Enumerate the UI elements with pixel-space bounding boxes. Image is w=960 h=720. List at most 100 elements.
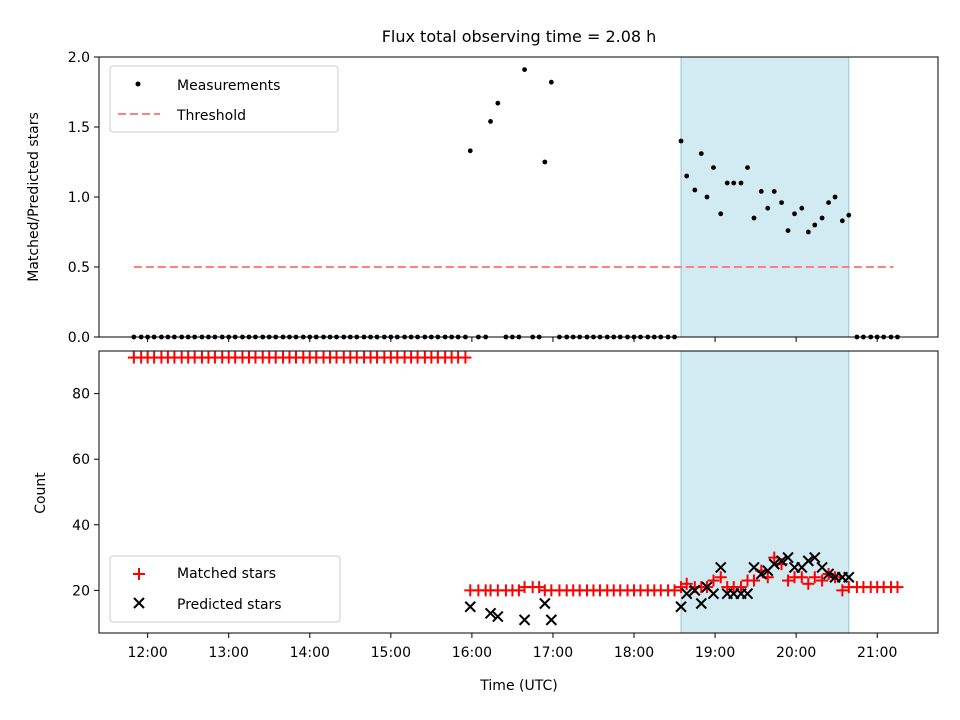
predicted-star-point [675, 601, 687, 613]
x-tick-label: 21:00 [857, 645, 897, 661]
top-x-ticks [147, 337, 878, 342]
top-panel: 0.00.51.01.52.0 Matched/Predicted stars … [26, 50, 939, 346]
matched-star-point [836, 584, 849, 597]
measurement-point [731, 180, 737, 186]
matched-star-point [707, 574, 720, 587]
x-tick-label: 15:00 [371, 645, 411, 661]
measurement-point [799, 205, 805, 211]
measurement-point [495, 100, 501, 106]
legend-measurements-label: Measurements [177, 78, 280, 94]
predicted-star-point [768, 558, 780, 570]
legend-matched-label: Matched stars [177, 566, 276, 582]
legend-matched-marker [133, 568, 145, 580]
top-legend: Measurements Threshold [109, 65, 339, 133]
predicted-stars-points [464, 551, 855, 626]
measurement-point [718, 211, 724, 217]
measurement-point [488, 119, 493, 124]
matched-star-point [802, 577, 815, 590]
bottom-axes-frame [98, 350, 939, 634]
measurement-point [785, 228, 791, 234]
measurement-point [711, 165, 716, 171]
y-tick-label: 0.0 [68, 330, 90, 346]
x-tick-label: 13:00 [209, 645, 249, 661]
measurement-point [724, 180, 730, 186]
legend-measurements-marker [135, 81, 141, 87]
predicted-star-point [707, 587, 720, 600]
bottom-y-ticks: 20 40 60 80 [72, 387, 99, 599]
predicted-star-point [695, 597, 708, 610]
y-tick-label: 20 [72, 583, 90, 599]
measurement-point [678, 138, 684, 144]
matched-star-point [808, 571, 821, 584]
bottom-x-ticks: 12:00 13:00 14:00 15:00 16:00 17:00 18:00 19:00… [127, 633, 897, 661]
y-tick-label: 0.5 [68, 260, 90, 276]
measurement-point [684, 173, 690, 179]
measurement-point [832, 194, 838, 200]
matched-star-point [795, 571, 808, 584]
measurement-point [839, 218, 845, 224]
measurement-point [704, 194, 710, 200]
measurement-point [467, 148, 473, 154]
bottom-legend-box [109, 555, 341, 623]
measurement-point [542, 159, 548, 165]
y-tick-label: 2.0 [68, 50, 90, 66]
x-tick-label: 19:00 [695, 645, 735, 661]
measurement-point [819, 215, 825, 221]
top-legend-box [109, 65, 339, 133]
matched-star-point [816, 574, 829, 587]
y-tick-label: 80 [72, 387, 90, 403]
measurement-point [698, 151, 704, 157]
predicted-star-point [782, 551, 794, 564]
measurement-point [779, 200, 784, 206]
y-tick-label: 40 [72, 518, 90, 534]
matched-star-point [680, 577, 693, 590]
predicted-star-point [715, 561, 727, 574]
predicted-star-point [809, 551, 821, 564]
measurement-point [792, 211, 797, 217]
measurement-point [548, 79, 554, 85]
measurement-point [738, 180, 744, 186]
y-tick-label: 1.0 [68, 190, 90, 206]
matched-star-point [735, 581, 748, 594]
predicted-star-point [755, 568, 767, 580]
y-tick-label: 1.5 [68, 120, 90, 136]
x-tick-label: 16:00 [452, 645, 492, 661]
measurement-point [522, 67, 527, 72]
measurement-point [826, 200, 831, 206]
matched-star-point [747, 574, 760, 587]
x-tick-label: 12:00 [127, 645, 167, 661]
x-tick-label: 14:00 [290, 645, 330, 661]
predicted-star-point [822, 568, 835, 580]
matched-star-point [459, 351, 472, 364]
measurement-point [751, 215, 757, 221]
measurement-point [692, 187, 698, 193]
predicted-star-point [802, 555, 815, 567]
top-ylabel: Matched/Predicted stars [26, 112, 42, 282]
measurement-point [805, 229, 811, 235]
measurement-point [745, 165, 750, 171]
predicted-star-point [545, 614, 558, 626]
x-axis-label: Time (UTC) [479, 678, 557, 694]
y-tick-label: 60 [72, 452, 90, 468]
x-tick-label: 18:00 [614, 645, 654, 661]
matched-star-point [891, 581, 904, 594]
predicted-star-point [689, 584, 701, 597]
top-y-ticks: 0.0 0.5 1.0 1.5 2.0 [68, 50, 99, 346]
legend-predicted-marker [133, 597, 145, 609]
figure-title: Flux total observing time = 2.08 h [382, 27, 657, 46]
predicted-star-point [741, 587, 754, 600]
matched-star-point [668, 584, 681, 597]
legend-threshold-label: Threshold [176, 108, 246, 124]
x-tick-label: 17:00 [533, 645, 573, 661]
x-tick-label: 20:00 [776, 645, 816, 661]
measurement-point [846, 212, 852, 218]
matched-star-point [714, 571, 727, 584]
predicted-star-point [539, 597, 551, 610]
predicted-star-point [775, 555, 788, 567]
measurement-point [758, 189, 764, 194]
legend-predicted-label: Predicted stars [177, 597, 282, 613]
predicted-star-point [843, 571, 855, 583]
bottom-legend: Matched stars Predicted stars [109, 555, 341, 623]
measurement-point [765, 205, 771, 211]
